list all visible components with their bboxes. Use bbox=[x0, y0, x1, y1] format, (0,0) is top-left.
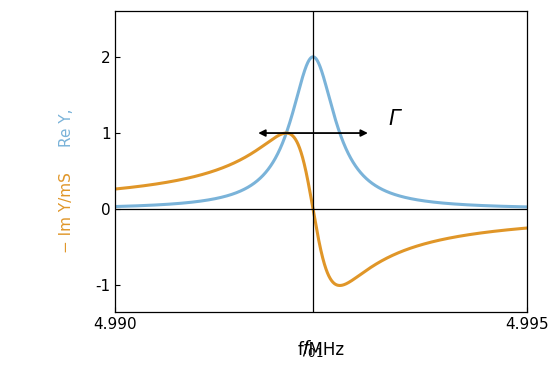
Text: $f_{01}$: $f_{01}$ bbox=[302, 338, 324, 359]
Text: Γ: Γ bbox=[389, 109, 400, 129]
Text: Re Y,: Re Y, bbox=[59, 104, 73, 147]
Text: − Im Y/mS: − Im Y/mS bbox=[59, 172, 73, 253]
X-axis label: f/MHz: f/MHz bbox=[298, 340, 345, 359]
